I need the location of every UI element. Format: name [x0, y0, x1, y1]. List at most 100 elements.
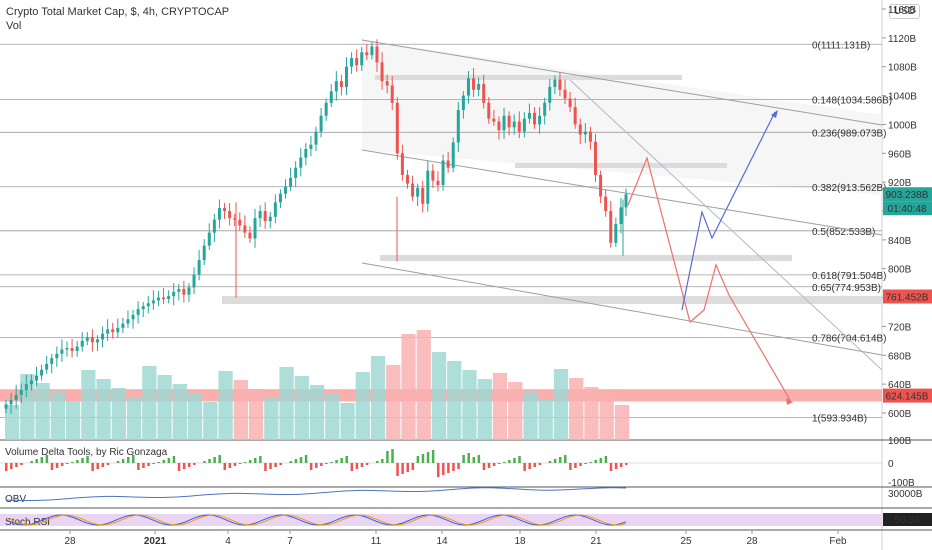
delta-bar	[604, 456, 608, 463]
fib-label: 0.65(774.953B)	[812, 283, 881, 294]
candle-body	[304, 148, 308, 158]
fib-label: 0.382(913.562B)	[812, 183, 887, 194]
candle-body	[85, 337, 89, 341]
volume-bar	[325, 394, 340, 440]
sr-zone	[375, 75, 682, 80]
volume-bar	[508, 382, 523, 440]
candle-body	[334, 81, 338, 92]
candle-body	[172, 291, 176, 297]
candle-body	[248, 232, 252, 239]
fib-label: 0.618(791.504B)	[812, 271, 887, 282]
volume-bar	[447, 361, 462, 440]
delta-bar	[391, 449, 394, 463]
delta-bar	[218, 455, 221, 463]
volume-bar	[355, 372, 370, 440]
price-axis-label: 1120B	[888, 34, 917, 45]
candle-body	[126, 319, 130, 324]
candle-body	[517, 121, 521, 132]
delta-bar	[426, 452, 430, 463]
delta-bar	[386, 451, 389, 463]
delta-bar	[228, 463, 232, 468]
candle-body	[619, 207, 623, 224]
sr-zone	[222, 296, 882, 304]
time-axis-label: 28	[746, 536, 758, 547]
delta-bar	[96, 463, 99, 469]
delta-bar	[538, 463, 542, 465]
volume-bar	[50, 392, 65, 440]
candle-body	[294, 167, 298, 178]
candle-body	[50, 358, 54, 364]
delta-bar	[375, 461, 379, 463]
candle-body	[360, 52, 364, 66]
delta-bar	[411, 463, 415, 470]
volume-bar	[35, 383, 50, 440]
candle-body	[451, 142, 455, 168]
delta-bar	[106, 463, 110, 465]
time-axis-label: 14	[436, 536, 448, 547]
candle-body	[70, 348, 74, 351]
candle-body	[482, 84, 486, 103]
candle-body	[182, 288, 186, 295]
candle-body	[228, 211, 232, 219]
delta-bar	[574, 463, 577, 468]
stoch-k-line	[5, 514, 627, 526]
delta-bar	[320, 463, 323, 466]
volume-bar	[614, 405, 630, 440]
delta-bar	[60, 463, 64, 466]
delta-bar	[40, 457, 44, 463]
delta-bar	[116, 461, 120, 463]
fib-label: 0.5(852.533B)	[812, 227, 875, 238]
delta-bar	[254, 458, 257, 463]
delta-bar	[10, 463, 13, 469]
candle-body	[187, 287, 191, 295]
delta-bar	[436, 463, 440, 477]
currency-button[interactable]: USD	[888, 4, 920, 19]
delta-bar	[264, 463, 267, 471]
candle-body	[492, 118, 496, 122]
delta-bar	[579, 463, 582, 466]
candle-body	[405, 174, 409, 184]
candle-body	[101, 333, 105, 340]
candle-body	[258, 211, 262, 219]
channel-shade	[362, 40, 882, 195]
candle-body	[289, 177, 293, 187]
volume-bar	[477, 379, 492, 440]
stoch-value-tag-bg	[883, 513, 932, 526]
candle-body	[385, 81, 389, 86]
delta-bar	[121, 459, 125, 463]
delta-bar	[350, 463, 354, 471]
channel-top-line	[361, 39, 883, 126]
delta-bar	[172, 456, 176, 463]
red-level-tag-bg	[883, 289, 932, 304]
candle-body	[238, 219, 242, 226]
delta-bar	[187, 463, 191, 467]
delta-bar	[589, 462, 592, 463]
price-axis-label: 840B	[888, 236, 912, 247]
candle-body	[614, 223, 618, 243]
delta-bar	[523, 463, 526, 471]
delta-bar	[508, 460, 511, 463]
candle-body	[487, 102, 491, 119]
candle-body	[421, 187, 425, 204]
candle-body	[263, 211, 267, 222]
price-axis-label: 1080B	[888, 63, 917, 74]
candle-body	[502, 115, 506, 131]
delta-bar	[167, 458, 171, 463]
volume-bar	[264, 398, 279, 440]
delta-bar	[340, 458, 343, 463]
time-axis-label: Feb	[829, 536, 847, 547]
candle-body	[578, 124, 582, 135]
delta-bar	[609, 463, 613, 471]
delta-bar	[315, 463, 318, 468]
candle-body	[55, 353, 59, 359]
projection-bullish-path	[681, 111, 776, 311]
time-axis-label: 4	[225, 536, 231, 547]
countdown-tag-bg	[883, 201, 932, 216]
candle-body	[594, 141, 598, 175]
volume-bar	[599, 396, 614, 440]
red-level-tag: 761.452B	[886, 293, 929, 304]
candle-body	[599, 174, 603, 197]
delta-bar	[177, 463, 181, 471]
delta-bar	[558, 457, 562, 463]
